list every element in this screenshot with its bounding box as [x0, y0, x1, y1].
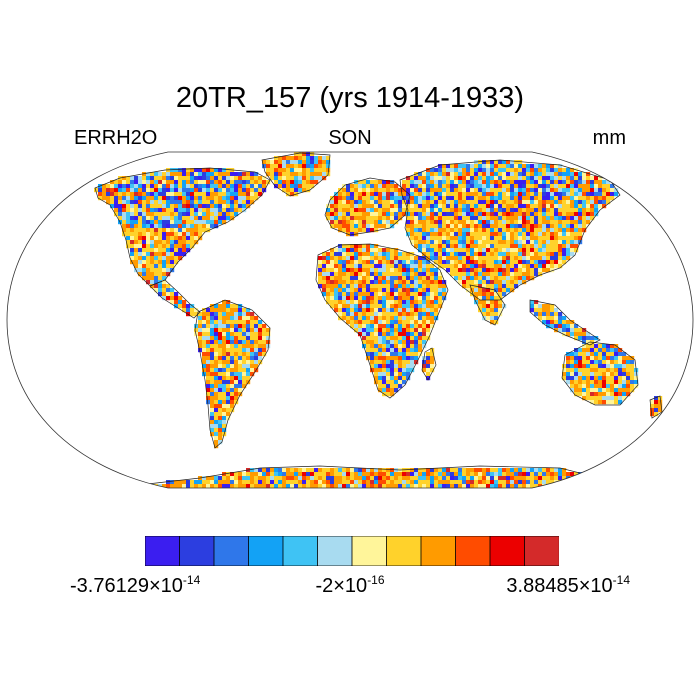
season-label: SON — [328, 127, 372, 149]
colorbar-max-label: 3.88485×10-14 — [506, 573, 630, 597]
colorbar-swatch — [386, 536, 422, 566]
colorbar-swatch — [179, 536, 215, 566]
coastline — [194, 299, 271, 449]
colorbar-swatch — [524, 536, 559, 566]
colorbar-swatch — [351, 536, 388, 566]
colorbar-swatch — [213, 536, 250, 566]
colorbar — [145, 536, 559, 566]
units-label: mm — [592, 127, 626, 149]
colorbar-swatch — [489, 536, 526, 566]
coastline — [324, 177, 411, 236]
coastline — [94, 167, 271, 287]
land-data-field — [94, 152, 663, 488]
variable-label: ERRH2O — [74, 127, 158, 149]
coastline — [149, 279, 201, 319]
coastline — [561, 341, 639, 406]
coastline — [129, 465, 611, 488]
colorbar-swatch — [282, 536, 319, 566]
plot-title: 20TR_157 (yrs 1914-1933) — [175, 82, 525, 114]
map-boundary — [6, 151, 694, 489]
colorbar-mid-label: -2×10-16 — [315, 573, 385, 597]
coastline — [261, 152, 331, 197]
coastline — [399, 159, 621, 301]
colorbar-swatch — [145, 536, 181, 566]
coastline — [421, 347, 437, 381]
colorbar-swatch — [455, 536, 491, 566]
coastline — [315, 243, 449, 399]
colorbar-swatch — [248, 536, 284, 566]
coastline — [469, 284, 506, 326]
colorbar-swatch — [317, 536, 353, 566]
colorbar-swatch — [420, 536, 457, 566]
colorbar-min-label: -3.76129×10-14 — [70, 573, 201, 597]
